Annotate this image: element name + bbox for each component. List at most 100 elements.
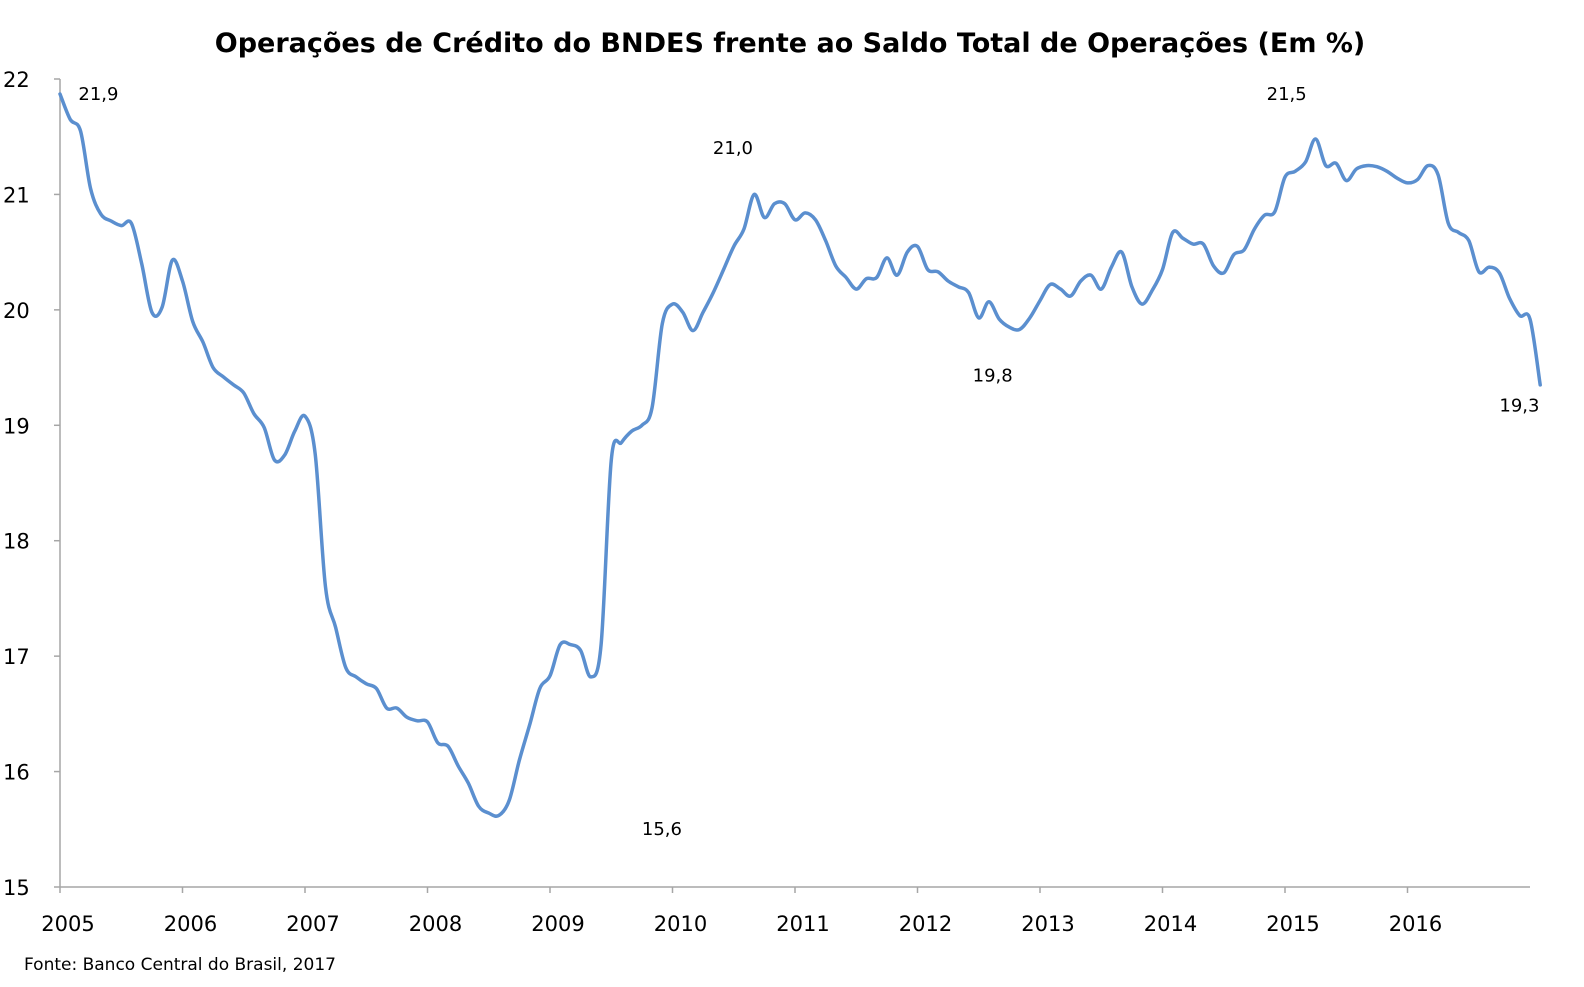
data-point <box>754 194 755 195</box>
data-point <box>703 312 704 313</box>
data-point <box>631 431 632 432</box>
data-point <box>213 367 214 368</box>
data-point <box>407 717 408 718</box>
data-label: 19,3 <box>1499 395 1539 416</box>
data-point <box>662 323 663 324</box>
data-point <box>1070 296 1071 297</box>
data-point <box>274 459 275 460</box>
data-point <box>437 742 438 743</box>
data-point <box>958 286 959 287</box>
data-point <box>396 708 397 709</box>
data-point <box>1193 244 1194 245</box>
data-point <box>1274 211 1275 212</box>
data-label: 21,9 <box>78 84 118 105</box>
data-point <box>509 800 510 801</box>
x-tick-label: 2015 <box>1266 912 1319 936</box>
y-tick-label: 17 <box>3 645 30 669</box>
data-point <box>1458 232 1459 233</box>
data-point <box>131 223 132 224</box>
data-point <box>1478 271 1479 272</box>
data-point <box>774 203 775 204</box>
data-point <box>580 650 581 651</box>
data-point <box>1285 177 1286 178</box>
data-point <box>376 688 377 689</box>
data-points <box>60 94 1541 816</box>
data-point <box>1407 182 1408 183</box>
data-point <box>305 416 306 417</box>
data-point <box>560 644 561 645</box>
data-point <box>948 281 949 282</box>
data-point <box>1315 139 1316 140</box>
data-point <box>427 721 428 722</box>
x-tick-label: 2013 <box>1021 912 1074 936</box>
x-tick-label: 2007 <box>286 912 339 936</box>
data-point <box>1428 165 1429 166</box>
data-point <box>1203 244 1204 245</box>
data-point <box>182 281 183 282</box>
data-point <box>498 815 499 816</box>
data-point <box>968 292 969 293</box>
data-point <box>1019 329 1020 330</box>
data-point <box>1448 223 1449 224</box>
x-tick-labels: 2005 2006 2007 2008 2009 2010 2011 2012 2013 2014… <box>41 912 1442 936</box>
y-tick-label: 21 <box>3 183 30 207</box>
data-point <box>1489 267 1490 268</box>
data-point <box>1101 289 1102 290</box>
x-tick-label: 2009 <box>531 912 584 936</box>
data-point <box>866 278 867 279</box>
data-point <box>203 342 204 343</box>
data-point <box>876 277 877 278</box>
data-point <box>1346 180 1347 181</box>
data-point <box>805 212 806 213</box>
source-note: Fonte: Banco Central do Brasil, 2017 <box>24 955 336 975</box>
data-point <box>294 431 295 432</box>
data-point <box>1387 171 1388 172</box>
data-point <box>1121 252 1122 253</box>
data-point <box>335 627 336 628</box>
y-tick-label: 15 <box>3 876 30 900</box>
data-point <box>652 408 653 409</box>
data-point <box>192 321 193 322</box>
data-point <box>151 312 152 313</box>
y-tick-label: 22 <box>3 68 30 92</box>
data-point <box>927 269 928 270</box>
data-point <box>80 130 81 131</box>
data-point <box>1213 266 1214 267</box>
data-point <box>835 266 836 267</box>
data-point <box>1519 315 1520 316</box>
data-point <box>1254 229 1255 230</box>
data-point <box>1376 166 1377 167</box>
data-point <box>1295 171 1296 172</box>
data-point <box>570 644 571 645</box>
data-point <box>1152 290 1153 291</box>
data-point <box>1091 275 1092 276</box>
x-tick-label: 2012 <box>899 912 952 936</box>
data-point <box>458 765 459 766</box>
data-point <box>825 240 826 241</box>
data-point <box>988 301 989 302</box>
data-point <box>713 292 714 293</box>
data-point <box>386 708 387 709</box>
x-tick-label: 2014 <box>1144 912 1197 936</box>
y-tick-label: 19 <box>3 414 30 438</box>
x-tick-label: 2010 <box>654 912 707 936</box>
data-point <box>1233 254 1234 255</box>
data-point <box>1183 238 1184 239</box>
data-point <box>478 806 479 807</box>
data-point <box>723 269 724 270</box>
data-point <box>1397 178 1398 179</box>
data-point <box>264 427 265 428</box>
y-tick-label: 20 <box>3 299 30 323</box>
data-point <box>1050 284 1051 285</box>
data-point <box>488 813 489 814</box>
data-point <box>1438 174 1439 175</box>
data-point <box>999 319 1000 320</box>
data-point <box>1009 327 1010 328</box>
x-tick-label: 2005 <box>41 912 94 936</box>
data-point <box>1336 163 1337 164</box>
data-point <box>1356 169 1357 170</box>
data-point <box>1244 249 1245 250</box>
data-point <box>815 219 816 220</box>
data-point <box>223 376 224 377</box>
x-tick-label: 2016 <box>1389 912 1442 936</box>
